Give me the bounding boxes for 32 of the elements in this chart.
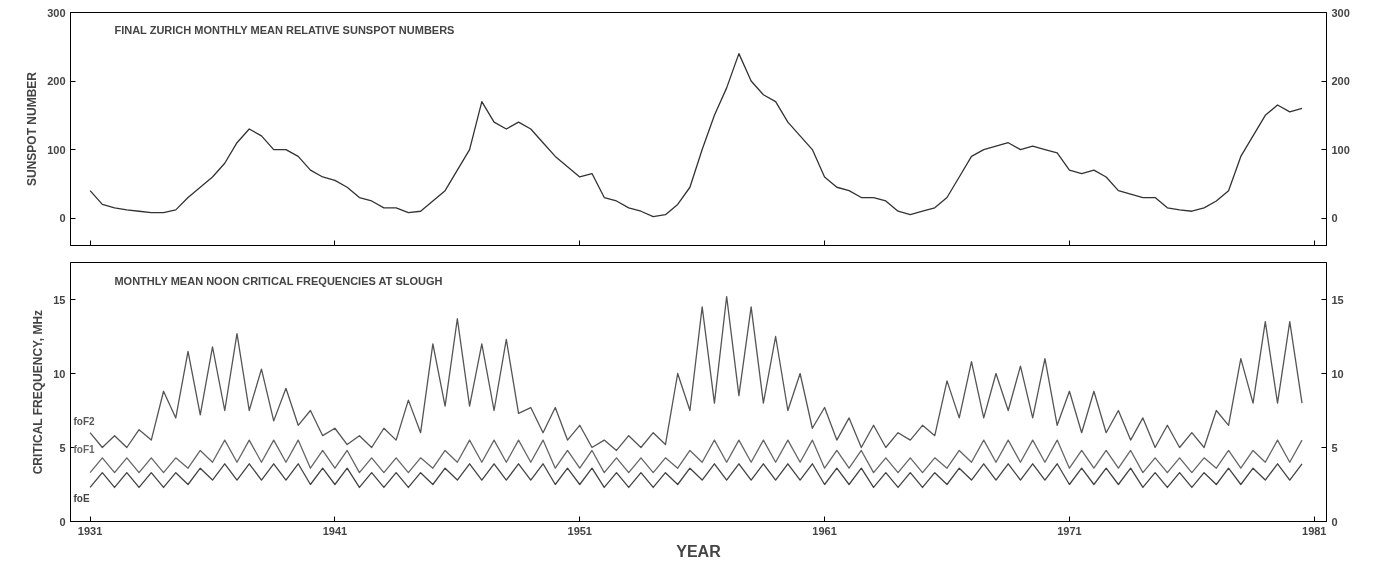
text: MONTHLY MEAN NOON CRITICAL FREQUENCIES AT SLOUGH: [114, 275, 443, 288]
series-label: foE: [73, 493, 90, 505]
x-tick-label: 1951: [567, 524, 592, 537]
y-axis-title: SUNSPOT NUMBER: [25, 71, 40, 186]
x-tick-label: 1971: [1057, 524, 1082, 537]
x-tick-label: 1941: [322, 524, 348, 537]
series-label: foF2: [73, 415, 96, 427]
x-axis-title: YEAR: [676, 542, 722, 560]
series-label: foF1: [73, 443, 96, 455]
y2-tick-label: 5: [1331, 441, 1338, 454]
y-tick-label: 0: [59, 515, 66, 528]
y2-tick-label: 300: [1331, 6, 1350, 19]
line-series: [89, 52, 1303, 218]
y-tick-label: 200: [47, 75, 66, 88]
line-series: [89, 463, 1303, 489]
y2-tick-label: 200: [1331, 75, 1350, 88]
text: FINAL ZURICH MONTHLY MEAN RELATIVE SUNSPOT NUMBERS: [114, 24, 455, 37]
x-tick-label: 1961: [812, 524, 837, 537]
y-tick-label: 300: [47, 6, 66, 19]
y2-tick-label: 0: [1331, 212, 1338, 225]
y-tick-label: 5: [59, 441, 66, 454]
y-tick-label: 10: [53, 367, 66, 380]
y-tick-label: 0: [59, 212, 66, 225]
y-axis-title: CRITICAL FREQUENCY, MHz: [31, 309, 46, 475]
y2-tick-label: 0: [1331, 515, 1338, 528]
y2-tick-label: 15: [1331, 293, 1344, 306]
x-tick-label: 1981: [1302, 524, 1327, 537]
y-tick-label: 100: [47, 143, 66, 156]
x-tick-label: 1931: [77, 524, 103, 537]
y2-tick-label: 10: [1331, 367, 1344, 380]
y2-tick-label: 100: [1331, 143, 1350, 156]
y-tick-label: 15: [53, 293, 66, 306]
